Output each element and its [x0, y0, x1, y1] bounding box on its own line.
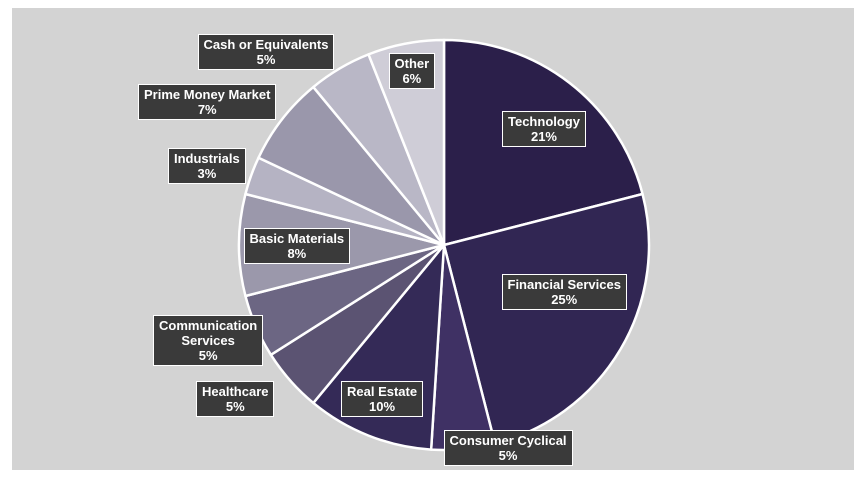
data-label-basic-materials: Basic Materials 8%	[243, 228, 351, 264]
data-label-other: Other 6%	[388, 53, 436, 89]
data-label-cash-or-equivalents: Cash or Equivalents 5%	[197, 34, 335, 70]
data-label-healthcare: Healthcare 5%	[196, 381, 275, 417]
slice-label-text: Healthcare	[202, 384, 269, 399]
data-label-prime-money-market: Prime Money Market 7%	[138, 84, 277, 120]
slice-label-text: Other	[394, 56, 430, 71]
data-label-industrials: Industrials 3%	[168, 148, 246, 184]
slice-label-text: Financial Services	[507, 277, 621, 292]
slice-value-text: 25%	[551, 292, 578, 307]
slice-value-text: 8%	[287, 246, 307, 261]
slice-value-text: 3%	[197, 166, 217, 181]
slice-label-text: Prime Money Market	[144, 87, 271, 102]
slice-label-text: Cash or Equivalents	[203, 37, 329, 52]
data-label-technology: Technology 21%	[502, 111, 586, 147]
slice-value-text: 21%	[530, 129, 557, 144]
slice-label-text: Services	[181, 332, 235, 348]
slice-value-text: 5%	[225, 399, 245, 414]
data-label-real-estate: Real Estate 10%	[341, 381, 424, 417]
data-label-communication-services: Communication Services 5%	[153, 314, 264, 366]
slice-value-text: 7%	[197, 102, 217, 117]
slice-value-text: 5%	[256, 52, 276, 67]
data-label-financial-services: Financial Services 25%	[501, 274, 627, 310]
slice-label-text: Consumer Cyclical	[449, 433, 567, 448]
slice-label-text: Industrials	[174, 151, 240, 166]
slice-value-text: 10%	[369, 399, 396, 414]
slice-value-text: 6%	[402, 71, 422, 86]
data-label-consumer-cyclical: Consumer Cyclical 5%	[443, 430, 573, 466]
slice-value-text: 5%	[198, 347, 218, 363]
slice-label-text: Technology	[508, 114, 580, 129]
slice-value-text: 5%	[498, 448, 518, 463]
slice-label-text: Basic Materials	[249, 231, 345, 246]
pie-slice-other	[367, 38, 446, 247]
slice-label-text: Communication	[159, 317, 258, 333]
slice-label-text: Real Estate	[347, 384, 418, 399]
